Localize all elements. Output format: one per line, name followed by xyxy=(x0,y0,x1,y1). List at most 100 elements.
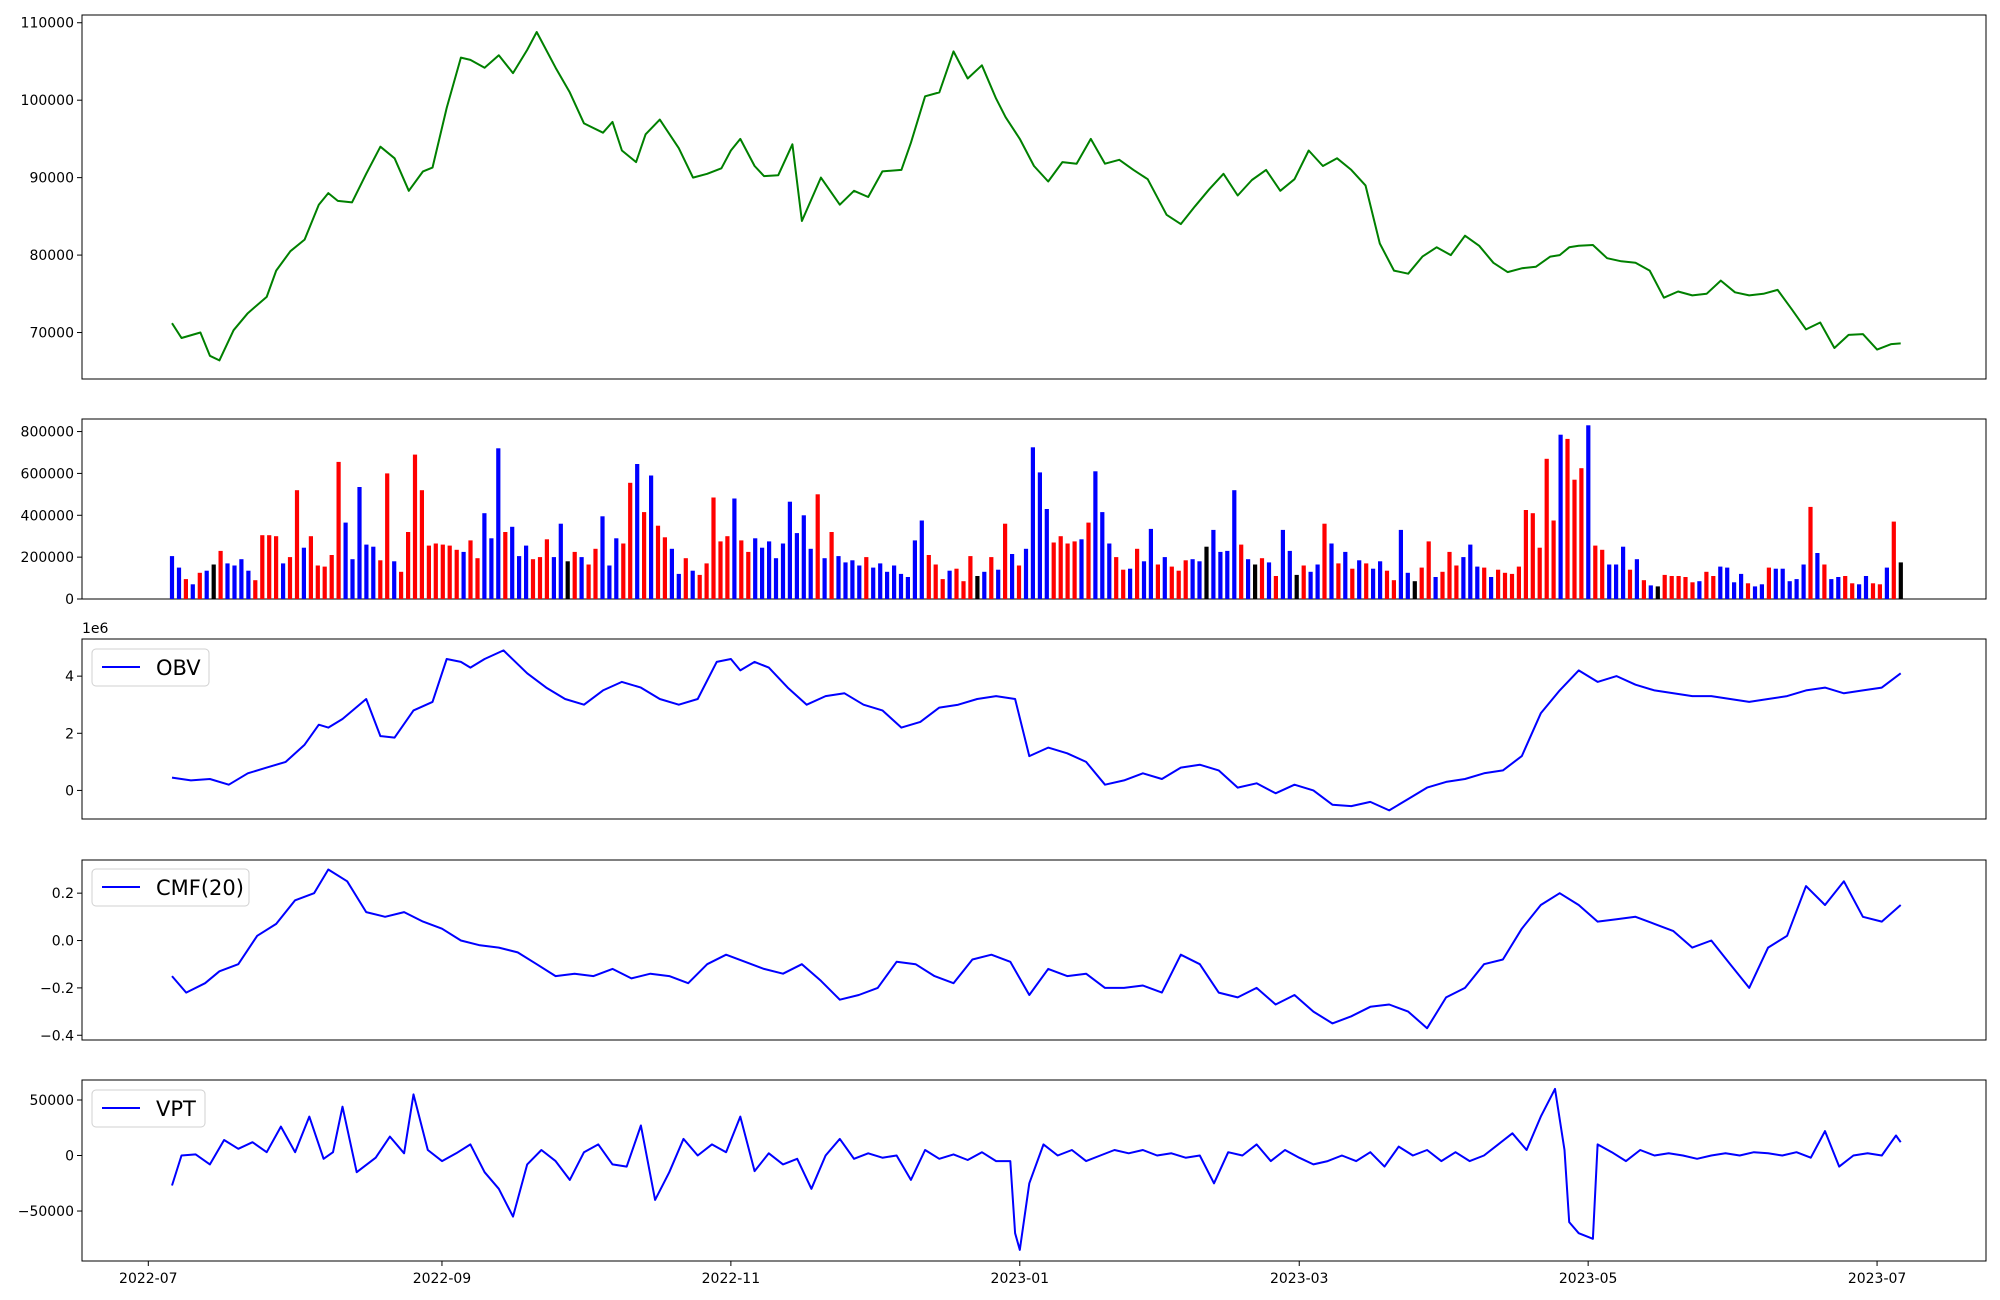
obv-y-tick-label: 4 xyxy=(65,669,74,685)
volume-bar xyxy=(1357,560,1362,599)
volume-bar xyxy=(683,558,688,599)
volume-bar xyxy=(1016,565,1022,599)
volume-bar xyxy=(281,563,286,599)
volume-bar xyxy=(725,536,730,599)
cmf-panel: −0.4 −0.2 0.0 0.2 CMF(20) xyxy=(40,859,1987,1044)
volume-bar xyxy=(357,487,362,599)
volume-bar xyxy=(982,571,987,599)
volume-bar xyxy=(655,525,661,599)
volume-bar xyxy=(690,570,695,599)
cmf-series-line xyxy=(171,868,1902,1030)
volume-bar xyxy=(1530,513,1535,599)
volume-bar xyxy=(662,537,667,599)
volume-bar xyxy=(1037,472,1042,599)
volume-bar xyxy=(1523,510,1528,599)
volume-bar xyxy=(496,448,501,599)
volume-bar xyxy=(1003,523,1008,599)
volume-bar xyxy=(1829,579,1834,599)
volume-bar xyxy=(1454,565,1459,599)
volume-bar xyxy=(1121,569,1126,599)
volume-bar xyxy=(1419,567,1424,599)
x-tick-label: 2022-09 xyxy=(413,1271,472,1287)
volume-bar xyxy=(1232,490,1237,599)
volume-bar xyxy=(857,565,862,599)
volume-bar xyxy=(1544,458,1549,599)
volume-bar xyxy=(579,557,584,599)
volume-bar xyxy=(1766,567,1771,599)
volume-bar xyxy=(274,536,279,599)
volume-bar xyxy=(954,568,959,599)
price-series-line xyxy=(171,31,1901,362)
cmf-legend-box xyxy=(91,868,250,907)
volume-bar xyxy=(537,557,543,599)
volume-bar xyxy=(1627,569,1633,599)
volume-bar xyxy=(1183,560,1188,599)
volume-bar xyxy=(1072,541,1077,599)
volume-y-tick-label: 0 xyxy=(65,592,74,608)
price-plot-frame xyxy=(81,14,1987,380)
volume-bar xyxy=(975,576,980,599)
volume-bar xyxy=(968,556,973,599)
price-panel: 70000 80000 90000 100000 110000 xyxy=(21,14,1987,380)
volume-bar xyxy=(1593,545,1598,599)
volume-bar xyxy=(1537,547,1542,599)
x-tick-label: 2023-07 xyxy=(1848,1271,1907,1287)
volume-bar xyxy=(1516,566,1521,599)
volume-bar xyxy=(919,520,924,599)
volume-bar xyxy=(905,577,910,599)
volume-bar xyxy=(1086,522,1091,599)
volume-bar xyxy=(447,545,452,599)
volume-bar xyxy=(1808,506,1813,599)
volume-bar xyxy=(1551,520,1556,599)
volume-bar xyxy=(308,536,313,599)
volume-bar xyxy=(898,573,904,599)
volume-bar xyxy=(1044,509,1049,599)
volume-bar xyxy=(253,580,258,599)
volume-bar xyxy=(878,563,883,599)
volume-bar xyxy=(1787,581,1792,599)
volume-bar xyxy=(1378,561,1383,599)
volume-bar xyxy=(1433,577,1438,599)
volume-bar xyxy=(1898,562,1903,599)
volume-y-ticks: 0 200000 400000 600000 800000 xyxy=(21,425,82,608)
volume-bar xyxy=(1732,582,1737,599)
volume-y-tick-label: 200000 xyxy=(21,550,74,566)
volume-bar xyxy=(572,551,577,599)
volume-bar xyxy=(218,550,223,599)
volume-bar xyxy=(1621,546,1626,599)
volume-bar xyxy=(1836,577,1841,599)
volume-y-tick-label: 600000 xyxy=(21,466,74,482)
volume-bar xyxy=(1190,559,1195,599)
volume-bar xyxy=(836,556,841,599)
volume-bar xyxy=(1364,563,1369,599)
cmf-plot-frame xyxy=(81,859,1987,1041)
volume-bar xyxy=(1572,479,1577,599)
obv-plot-area xyxy=(171,649,1902,812)
volume-bar xyxy=(1655,586,1660,599)
volume-bar xyxy=(1648,585,1653,599)
volume-bar xyxy=(794,533,799,599)
volume-bar xyxy=(399,571,404,599)
volume-bar xyxy=(1891,521,1896,599)
cmf-y-ticks: −0.4 −0.2 0.0 0.2 xyxy=(40,886,82,1044)
volume-bar xyxy=(1697,581,1702,599)
volume-bar xyxy=(1801,564,1806,599)
volume-bar xyxy=(1266,562,1272,599)
volume-bar xyxy=(1502,572,1508,599)
price-y-tick-label: 70000 xyxy=(29,326,74,342)
volume-bar xyxy=(475,558,480,599)
vpt-y-ticks: −50000 0 50000 xyxy=(18,1093,82,1220)
volume-bar xyxy=(871,567,876,599)
volume-bar xyxy=(197,572,202,599)
volume-bar xyxy=(204,570,209,599)
volume-bar xyxy=(322,566,327,599)
x-tick-label: 2023-01 xyxy=(991,1271,1050,1287)
volume-bar xyxy=(1169,566,1174,599)
volume-bar xyxy=(822,558,827,599)
volume-bar xyxy=(1336,563,1341,599)
volume-bar xyxy=(801,515,806,599)
volume-bar xyxy=(1204,546,1209,599)
volume-bar xyxy=(815,494,820,599)
vpt-legend-box xyxy=(91,1089,206,1128)
volume-bar xyxy=(1683,577,1688,599)
